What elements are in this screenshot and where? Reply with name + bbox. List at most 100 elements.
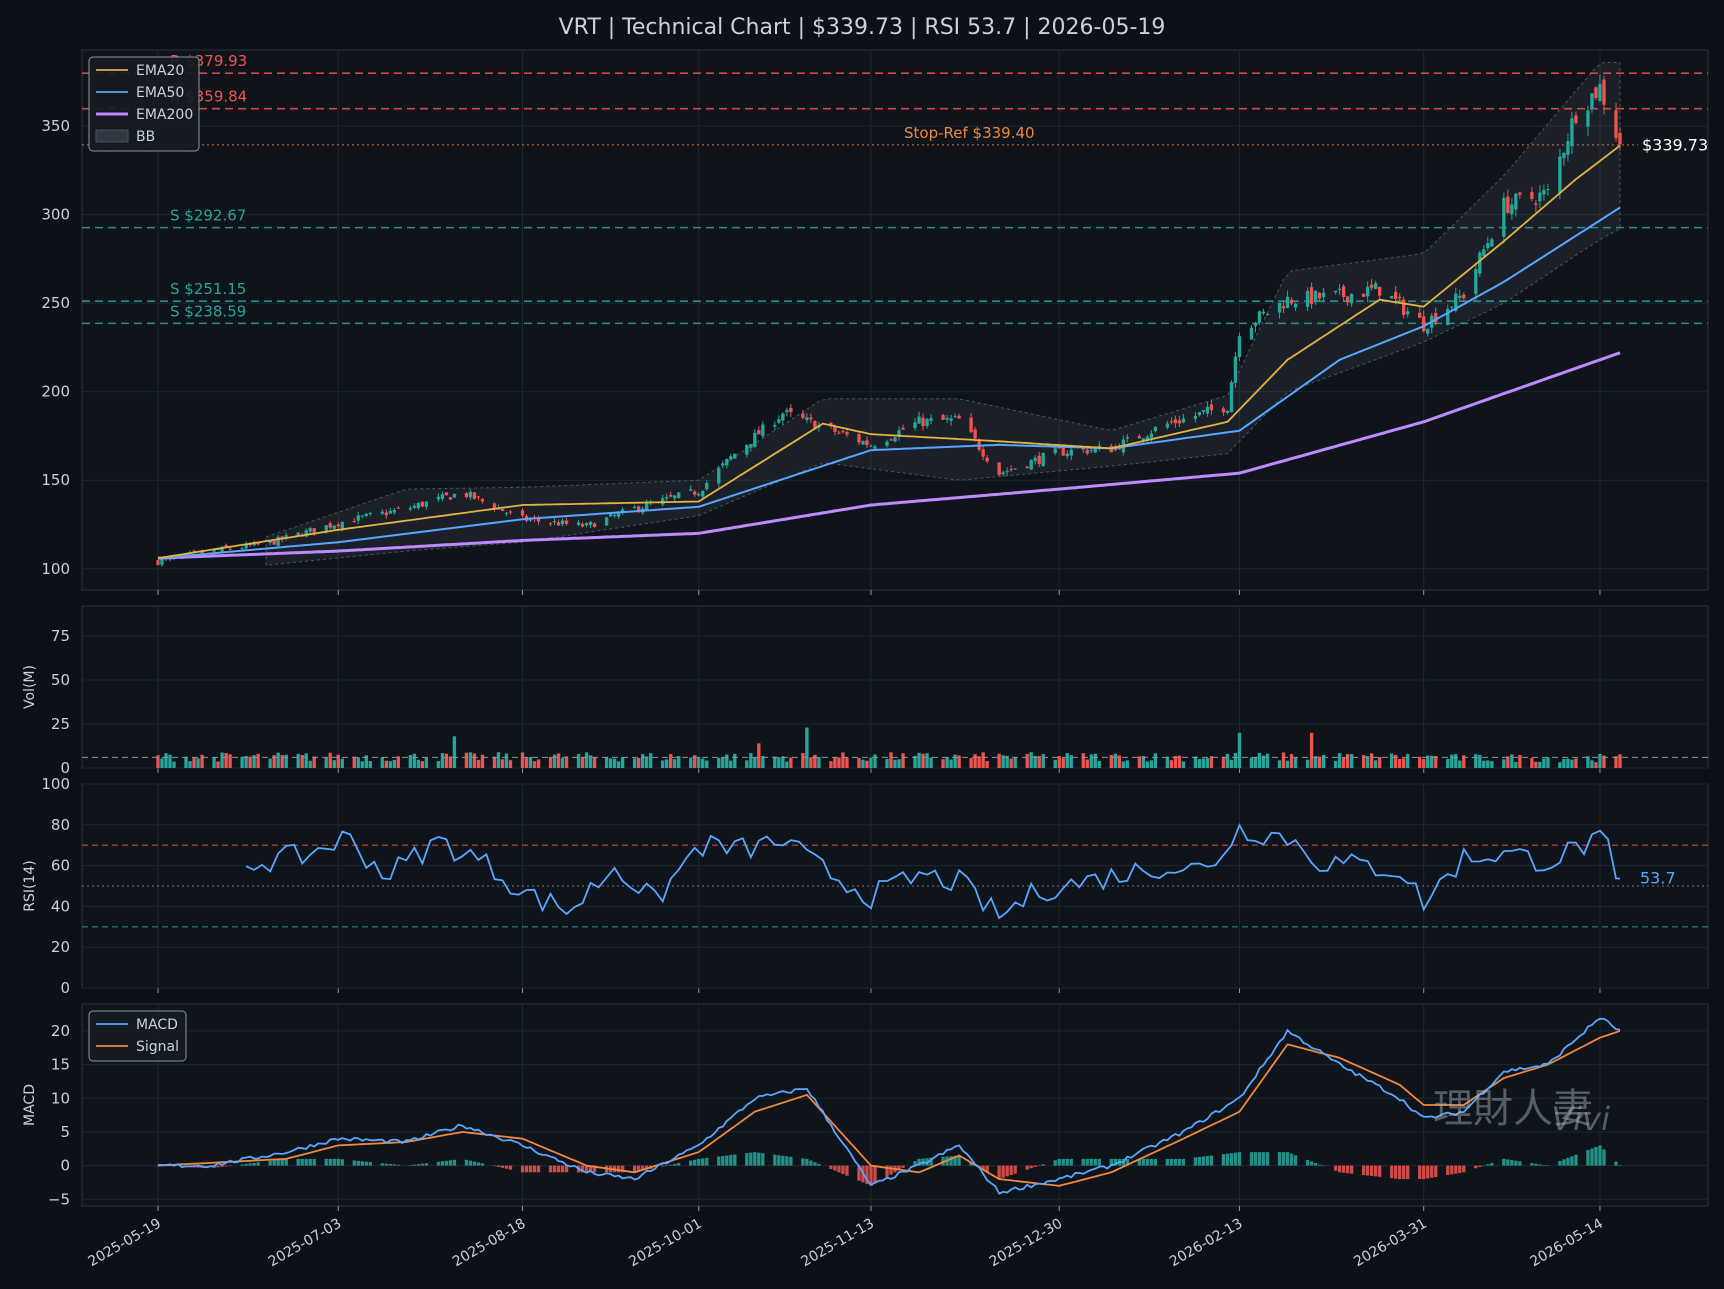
- volume-bar: [729, 760, 733, 768]
- candle-body: [1406, 311, 1410, 315]
- volume-bar: [1558, 762, 1562, 768]
- volume-bar: [701, 758, 705, 768]
- candle-body: [777, 419, 781, 423]
- candle-body: [1394, 291, 1398, 299]
- macd-histogram-bar: [1530, 1163, 1534, 1166]
- volume-bar: [1141, 756, 1146, 768]
- candle-body: [632, 506, 637, 509]
- macd-histogram-bar: [897, 1165, 901, 1171]
- macd-histogram-bar: [1369, 1165, 1374, 1176]
- candle-body: [1165, 423, 1170, 428]
- candle-body: [440, 494, 445, 500]
- macd-histogram-bar: [304, 1158, 308, 1166]
- volume-bar: [1097, 760, 1101, 768]
- volume-bar: [1309, 732, 1314, 768]
- macd-histogram-bar: [1474, 1165, 1478, 1169]
- candle-body: [1566, 141, 1570, 155]
- macd-line: [158, 1017, 1621, 1195]
- x-tick-label: 2025-11-13: [799, 1216, 877, 1271]
- volume-bar: [276, 752, 280, 768]
- macd-histogram-bar: [1546, 1165, 1550, 1167]
- macd-histogram-bar: [1478, 1165, 1482, 1167]
- macd-histogram-bar: [953, 1155, 957, 1166]
- volume-bar: [228, 754, 232, 768]
- macd-histogram-bar: [1446, 1165, 1450, 1176]
- candle-body: [1289, 299, 1294, 304]
- candle-body: [368, 512, 372, 514]
- macd-histogram-bar: [1337, 1165, 1342, 1173]
- macd-histogram-bar: [1462, 1165, 1466, 1173]
- candle-body: [837, 432, 841, 434]
- macd-histogram-bar: [256, 1162, 260, 1166]
- candle-body: [444, 492, 449, 496]
- macd-histogram-bar: [392, 1164, 396, 1166]
- macd-histogram-bar: [813, 1162, 817, 1166]
- volume-bar: [1173, 756, 1178, 768]
- y-tick-label: 80: [51, 816, 70, 834]
- volume-bar: [1402, 758, 1406, 768]
- candle-body: [1013, 468, 1017, 470]
- volume-bar: [444, 753, 449, 768]
- volume-bar: [1333, 760, 1338, 768]
- macd-histogram-bar: [665, 1165, 669, 1167]
- candle-body: [1454, 293, 1458, 311]
- candle-body: [1065, 453, 1069, 457]
- y-tick-label: 20: [51, 938, 70, 956]
- candle-body: [476, 496, 481, 498]
- macd-histogram-bar: [636, 1165, 641, 1172]
- candle-body: [1141, 438, 1146, 441]
- macd-histogram-bar: [524, 1165, 529, 1173]
- volume-bar: [1313, 756, 1318, 768]
- candle-body: [981, 449, 985, 457]
- macd-histogram-bar: [1534, 1163, 1538, 1166]
- macd-histogram-bar: [673, 1163, 677, 1166]
- volume-bar: [929, 757, 933, 768]
- candle-body: [733, 453, 737, 459]
- candle-body: [869, 445, 873, 447]
- rsi-line: [245, 822, 1620, 920]
- candle-body: [1137, 436, 1142, 439]
- macd-histogram-bar: [1141, 1158, 1146, 1166]
- macd-histogram-bar: [1013, 1165, 1017, 1174]
- volume-bar: [981, 752, 985, 768]
- volume-bar: [985, 761, 989, 768]
- macd-histogram-bar: [1125, 1158, 1130, 1166]
- candle-body: [1033, 457, 1037, 462]
- candle-body: [1089, 450, 1093, 452]
- watermark-text: 理財人妻: [1433, 1086, 1593, 1132]
- volume-bar: [865, 760, 869, 768]
- x-tick-label: 2026-03-31: [1351, 1216, 1429, 1271]
- candle-body: [612, 514, 617, 517]
- volume-bar: [272, 755, 276, 768]
- volume-bar: [817, 756, 821, 768]
- volume-bar: [332, 760, 336, 768]
- macd-histogram-bar: [837, 1165, 841, 1173]
- candle-body: [673, 495, 677, 499]
- macd-histogram-bar: [1177, 1158, 1182, 1166]
- candle-body: [757, 430, 761, 435]
- candle-body: [1313, 290, 1318, 303]
- volume-bar: [1181, 761, 1186, 768]
- macd-histogram-bar: [1281, 1152, 1286, 1166]
- macd-histogram-bar: [588, 1165, 593, 1173]
- volume-bar: [412, 753, 417, 768]
- macd-histogram-bar: [1209, 1155, 1214, 1166]
- macd-histogram-bar: [761, 1153, 765, 1166]
- candle-body: [873, 446, 877, 449]
- candle-body: [705, 482, 709, 490]
- candle-body: [560, 520, 565, 525]
- macd-histogram-bar: [276, 1159, 280, 1166]
- macd-histogram-bar: [328, 1158, 332, 1166]
- macd-histogram-bar: [224, 1165, 228, 1167]
- candle-body: [949, 418, 953, 421]
- volume-bar: [1261, 755, 1266, 768]
- candle-body: [1458, 295, 1462, 298]
- macd-histogram-bar: [1257, 1152, 1262, 1166]
- macd-histogram-bar: [1033, 1165, 1037, 1167]
- volume-bar: [1257, 752, 1262, 768]
- volume-bar: [172, 761, 176, 768]
- rsi-last-value: 53.7: [1640, 868, 1676, 887]
- macd-histogram-bar: [424, 1163, 429, 1166]
- candle-body: [969, 417, 973, 433]
- macd-histogram-bar: [412, 1164, 417, 1166]
